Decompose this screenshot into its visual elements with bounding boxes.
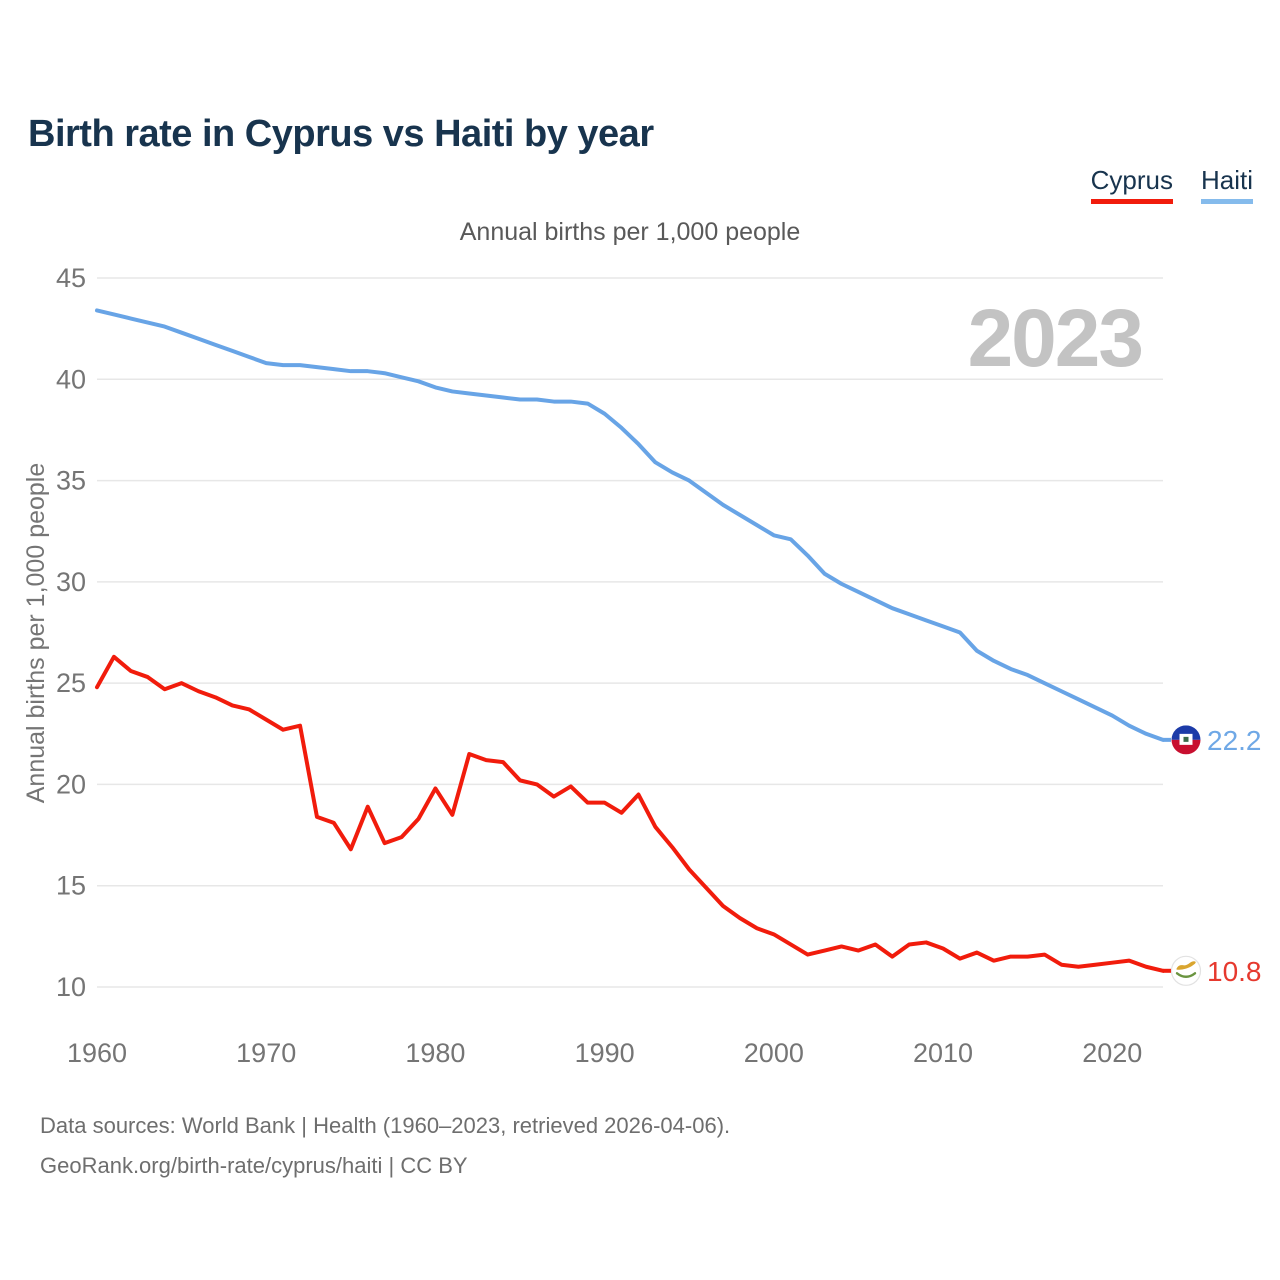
y-tick-label: 15 <box>56 871 86 901</box>
y-tick-label: 25 <box>56 668 86 698</box>
series-end-value-cyprus: 10.8 <box>1207 956 1262 987</box>
page-title: Birth rate in Cyprus vs Haiti by year <box>28 113 654 156</box>
year-watermark: 2023 <box>968 293 1142 384</box>
y-tick-label: 20 <box>56 769 86 799</box>
x-tick-label: 1970 <box>236 1038 296 1068</box>
y-tick-label: 35 <box>56 466 86 496</box>
x-tick-label: 2020 <box>1082 1038 1142 1068</box>
series-line-cyprus <box>95 654 1165 973</box>
cyprus-flag-icon <box>1170 955 1202 986</box>
chart-footer: Data sources: World Bank | Health (1960–… <box>40 1106 730 1186</box>
footer-sources-line: Data sources: World Bank | Health (1960–… <box>40 1113 731 1138</box>
x-tick-label: 2010 <box>913 1038 973 1068</box>
x-tick-label: 2000 <box>744 1038 804 1068</box>
x-tick-label: 1960 <box>67 1038 127 1068</box>
haiti-flag-icon <box>1171 725 1201 755</box>
series-end-value-haiti: 22.2 <box>1207 725 1262 756</box>
x-tick-label: 1990 <box>575 1038 635 1068</box>
legend-item-cyprus[interactable]: Cyprus <box>1090 166 1173 204</box>
y-tick-label: 40 <box>56 364 86 394</box>
legend: Cyprus Haiti <box>1090 166 1253 204</box>
footer-attribution-line: GeoRank.org/birth-rate/cyprus/haiti | CC… <box>40 1153 468 1178</box>
y-tick-label: 45 <box>56 263 86 293</box>
cyprus-olive-branches <box>1175 972 1197 978</box>
cyprus-island-shape <box>1176 961 1196 970</box>
legend-item-haiti[interactable]: Haiti <box>1200 166 1253 204</box>
series-line-haiti <box>95 308 1165 742</box>
y-tick-label: 10 <box>56 972 86 1002</box>
y-tick-label: 30 <box>56 567 86 597</box>
chart-subtitle: Annual births per 1,000 people <box>459 218 801 246</box>
x-tick-label: 1980 <box>405 1038 465 1068</box>
y-axis-label: Annual births per 1,000 people <box>22 463 50 804</box>
